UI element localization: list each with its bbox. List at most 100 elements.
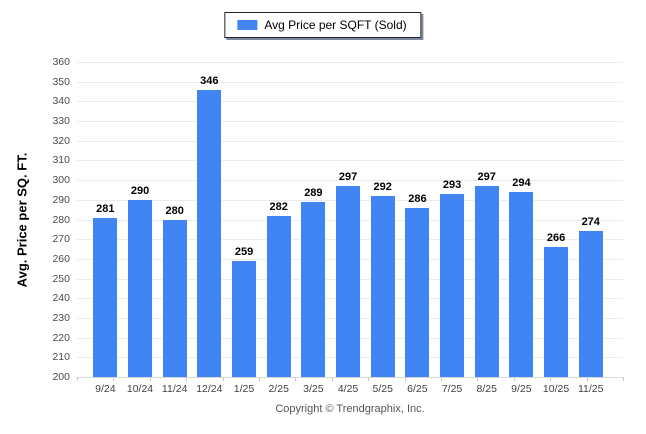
x-axis-tick: [222, 377, 224, 381]
legend-label: Avg Price per SQFT (Sold): [264, 18, 407, 32]
bar-slot: 266 10/25: [539, 62, 574, 395]
x-axis-tick: [550, 377, 552, 381]
x-tick-label: 11/25: [577, 383, 604, 395]
x-axis-tick: [623, 377, 624, 381]
bar: [197, 89, 222, 377]
y-tick-label: 210: [52, 351, 70, 364]
bar-slot: 297 4/25: [331, 62, 366, 395]
bar-value-label: 266: [546, 232, 566, 245]
x-axis-tick: [441, 377, 442, 381]
bar-slot: 297 8/25: [469, 62, 504, 395]
bar-slot: 290 10/24: [123, 62, 158, 395]
y-tick-label: 350: [52, 75, 70, 88]
x-tick-label: 1/25: [233, 383, 255, 395]
bar-slot: 292 5/25: [365, 62, 400, 395]
x-axis-tick: [113, 377, 115, 381]
x-tick-label: 9/24: [95, 383, 116, 395]
bar-slot: 259 1/25: [227, 62, 262, 395]
x-tick-label: 3/25: [303, 383, 324, 395]
bar: [440, 193, 465, 377]
bar-value-label: 297: [477, 171, 496, 184]
bar-value-label: 280: [165, 204, 184, 217]
x-axis-tick: [77, 377, 78, 381]
bar: [162, 219, 187, 377]
gridline: [77, 81, 623, 83]
y-axis-title: Avg. Price per SQ. FT.: [14, 152, 30, 288]
bar-value-label: 293: [442, 178, 462, 191]
gridline: [77, 140, 623, 142]
x-tick-label: 10/24: [126, 383, 154, 395]
x-axis-tick: [477, 377, 479, 381]
bar: [301, 201, 326, 377]
bar-value-label: 297: [338, 171, 358, 184]
y-tick-label: 310: [52, 154, 70, 167]
x-tick-label: 7/25: [441, 383, 463, 395]
y-tick-label: 270: [52, 233, 70, 246]
y-tick-label: 230: [52, 311, 70, 324]
y-tick-label: 340: [52, 95, 70, 108]
x-axis-tick: [368, 377, 370, 381]
x-axis-tick: [513, 377, 515, 381]
plot-area: 360 350 340 330 320 310 300 290 280 270 260 250 240 2…: [52, 56, 624, 395]
y-tick-label: 220: [52, 331, 70, 344]
bar-value-label: 290: [130, 184, 150, 197]
y-tick-label: 240: [52, 292, 70, 305]
bar-value-label: 274: [581, 216, 600, 229]
bar-value-label: 286: [408, 192, 427, 205]
copyright-text: Copyright © Trendgraphix, Inc.: [275, 403, 425, 415]
bar-value-label: 289: [304, 186, 323, 199]
y-tick-label: 360: [52, 56, 70, 68]
bar-slot: 294 9/25: [504, 62, 539, 395]
bar: [128, 199, 152, 377]
bars-container: 281 9/24 290 10/24 280 11/24 346 12/24 259 1/25 28…: [88, 62, 608, 395]
x-tick-label: 6/25: [407, 383, 428, 395]
bar-value-label: 346: [200, 74, 219, 87]
x-axis-tick: [149, 377, 151, 381]
x-axis-tick: [404, 377, 406, 381]
bar-slot: 282 2/25: [261, 62, 296, 395]
x-tick-label: 5/25: [372, 383, 393, 395]
y-tick-label: 200: [52, 371, 70, 383]
x-tick-label: 8/25: [476, 383, 497, 395]
bar: [370, 195, 395, 377]
bar: [509, 191, 534, 377]
x-axis-tick: [586, 377, 588, 381]
bar-slot: 274 11/25: [573, 62, 608, 395]
y-tick-label: 260: [52, 252, 70, 265]
legend: Avg Price per SQFT (Sold): [224, 12, 422, 38]
bar-value-label: 294: [512, 176, 531, 189]
gridline: [77, 121, 623, 123]
y-tick-label: 300: [52, 174, 70, 187]
bar: [266, 215, 291, 377]
bar-slot: 293 7/25: [435, 62, 470, 395]
bar-value-label: 281: [96, 202, 115, 215]
bar: [474, 186, 499, 377]
x-axis-tick: [331, 377, 333, 381]
bar: [232, 260, 257, 377]
bar-slot: 289 3/25: [296, 62, 331, 395]
bar: [336, 186, 361, 377]
bar-slot: 281 9/24: [88, 62, 123, 395]
bar: [405, 207, 430, 377]
gridline: [77, 62, 623, 63]
y-tick-label: 290: [52, 193, 70, 206]
x-axis-tick: [295, 377, 297, 381]
y-tick-label: 320: [52, 134, 70, 147]
x-axis-tick: [186, 377, 188, 381]
bar-value-label: 292: [373, 180, 392, 193]
gridline: [77, 377, 623, 378]
bar-slot: 346 12/24: [192, 62, 227, 395]
x-tick-label: 12/24: [196, 383, 223, 395]
x-tick-label: 10/25: [542, 383, 570, 395]
bar: [578, 231, 603, 377]
x-tick-label: 4/25: [337, 383, 359, 395]
y-tick-label: 280: [52, 213, 70, 226]
bar-slot: 280 11/24: [157, 62, 192, 395]
bar: [93, 217, 118, 377]
y-tick-label: 330: [52, 115, 70, 128]
bar-slot: 286 6/25: [400, 62, 435, 395]
bar-value-label: 282: [269, 200, 288, 213]
x-axis-tick: [259, 377, 260, 381]
bar: [544, 247, 569, 377]
